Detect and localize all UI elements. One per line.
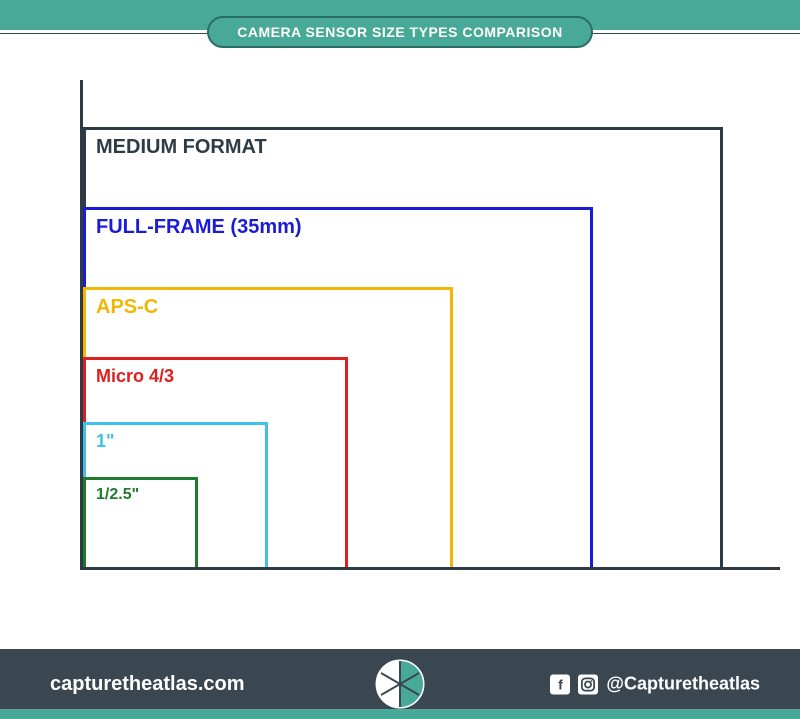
brand-logo [375,659,425,709]
sensor-box: 1/2.5" [83,477,198,567]
footer-url: capturetheatlas.com [50,673,245,696]
footer-social: f @Capturetheatlas [550,674,760,695]
sensor-size-chart: MEDIUM FORMAT FULL-FRAME (35mm) APS-C Micro… [80,80,750,570]
page-title: CAMERA SENSOR SIZE TYPES COMPARISON [207,16,593,48]
instagram-icon [578,674,598,694]
title-container: CAMERA SENSOR SIZE TYPES COMPARISON [0,16,800,48]
sensor-label: Micro 4/3 [96,366,174,387]
sensor-label: 1/2.5" [96,486,139,504]
bottom-accent-strip [0,709,800,719]
sensor-label: 1" [96,431,115,452]
social-handle: @Capturetheatlas [606,674,760,695]
x-axis [80,567,780,570]
facebook-icon: f [550,674,570,694]
sensor-label: MEDIUM FORMAT [96,136,267,159]
sensor-label: APS-C [96,296,158,319]
sensor-label: FULL-FRAME (35mm) [96,216,302,239]
footer-bar: capturetheatlas.com f @Capturetheatlas [0,649,800,719]
